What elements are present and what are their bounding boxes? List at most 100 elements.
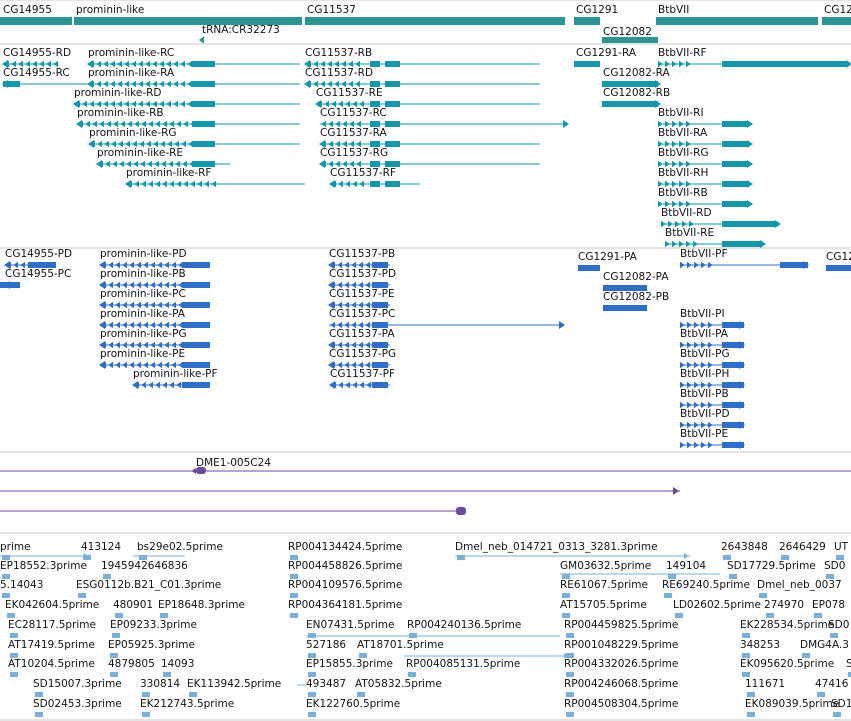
strand-arrow-left — [164, 281, 169, 289]
exon-block — [192, 101, 215, 107]
strand-arrow-right — [684, 553, 689, 559]
transcript-label: BtbVII-PI — [680, 308, 725, 320]
strand-arrow-left — [96, 100, 101, 108]
transcript-label: CG11537-PG — [329, 348, 396, 360]
exon-block — [103, 574, 111, 579]
strand-arrow-right — [708, 361, 713, 369]
strand-arrow-left — [344, 261, 349, 269]
strand-arrow-left — [124, 80, 129, 88]
exon-block — [664, 593, 672, 598]
strand-arrow-left — [39, 60, 44, 68]
exon-block — [290, 593, 298, 598]
strand-arrow-right — [679, 140, 684, 148]
est-label: 330814 — [140, 678, 180, 690]
strand-arrow-right — [661, 220, 666, 228]
strand-arrow-left — [358, 301, 363, 309]
strand-arrow-left — [99, 120, 104, 128]
exon-block — [833, 712, 841, 717]
est-label: EP18648.3prime — [158, 599, 245, 611]
est-label: EK042604.5prime — [5, 599, 99, 611]
strand-arrow-left — [97, 140, 102, 148]
strand-arrow-left — [105, 160, 110, 168]
strand-arrow-right — [665, 60, 670, 68]
est-label: EP09233.3prime — [110, 619, 197, 631]
strand-arrow-right — [658, 60, 663, 68]
strand-arrow-left — [359, 180, 364, 188]
est-label: 480901 — [113, 599, 153, 611]
strand-arrow-left — [110, 80, 115, 88]
exon-block — [182, 302, 210, 308]
exon-block — [370, 61, 380, 67]
strand-arrow-right — [679, 180, 684, 188]
strand-arrow-left — [330, 321, 335, 329]
strand-arrow-left — [2, 60, 8, 68]
est-label: 1945942646836 — [101, 560, 188, 572]
strand-arrow-left — [136, 261, 141, 269]
strand-arrow-left — [328, 120, 333, 128]
strand-arrow-left — [108, 321, 113, 329]
transcript-label: CG11537-RF — [330, 167, 396, 179]
strand-arrow-right — [679, 120, 684, 128]
exon-block — [192, 61, 215, 67]
strand-arrow-left — [136, 341, 141, 349]
exon-block — [163, 672, 171, 677]
strand-arrow-right — [747, 140, 753, 148]
strand-arrow-right — [701, 261, 706, 269]
exon-block — [308, 653, 316, 658]
exon-block — [74, 17, 302, 25]
strand-arrow-right — [686, 140, 691, 148]
strand-arrow-left — [138, 100, 143, 108]
exon-block — [192, 161, 215, 167]
est-label: EN07431.5prime — [306, 619, 395, 631]
strand-arrow-right — [701, 381, 706, 389]
exon-block — [182, 322, 210, 328]
exon-block — [28, 262, 56, 268]
exon-block — [722, 221, 776, 227]
exon-block — [308, 672, 316, 677]
gene-label-cg11537: CG11537 — [307, 4, 356, 16]
strand-arrow-left — [349, 120, 354, 128]
strand-arrow-left — [115, 261, 120, 269]
exon-block — [566, 633, 574, 638]
strand-arrow-left — [115, 321, 120, 329]
exon-block — [10, 633, 18, 638]
est-label: 4879805 — [108, 658, 155, 670]
strand-arrow-left — [122, 281, 127, 289]
strand-arrow-left — [183, 180, 188, 188]
strand-arrow-left — [337, 321, 342, 329]
transcript-label: CG11537-PA — [329, 328, 395, 340]
strand-arrow-left — [345, 100, 350, 108]
transcript-label: prominin-like-PF — [133, 368, 218, 380]
strand-arrow-left — [152, 80, 157, 88]
exon-block — [722, 442, 744, 448]
strand-arrow-left — [182, 160, 187, 168]
strand-arrow-left — [358, 261, 363, 269]
est-label: RE61067.5prime — [560, 579, 648, 591]
strand-arrow-right — [687, 381, 692, 389]
strand-arrow-left — [180, 60, 185, 68]
strand-arrow-right — [739, 441, 745, 449]
est-label: EK228534.5prime — [740, 619, 834, 631]
est-label: LD02602.5prime — [673, 599, 761, 611]
strand-arrow-left — [18, 60, 23, 68]
transcript-label: CG14955-PD — [5, 248, 72, 260]
strand-arrow-right — [747, 200, 753, 208]
est-label: AT15705.5prime — [560, 599, 647, 611]
strand-arrow-left — [351, 341, 356, 349]
strand-arrow-right — [694, 341, 699, 349]
strand-arrow-right — [694, 401, 699, 409]
exon-block — [722, 402, 744, 408]
strand-arrow-right — [658, 160, 663, 168]
strand-arrow-left — [132, 140, 137, 148]
strand-arrow-right — [680, 261, 685, 269]
strand-arrow-left — [118, 140, 123, 148]
strand-arrow-left — [122, 301, 127, 309]
strand-arrow-left — [145, 100, 150, 108]
strand-arrow-left — [344, 341, 349, 349]
strand-arrow-left — [115, 281, 120, 289]
strand-arrow-left — [143, 301, 148, 309]
strand-arrow-left — [178, 281, 183, 289]
strand-arrow-left — [173, 100, 178, 108]
strand-arrow-right — [747, 160, 753, 168]
strand-arrow-left — [76, 120, 82, 128]
